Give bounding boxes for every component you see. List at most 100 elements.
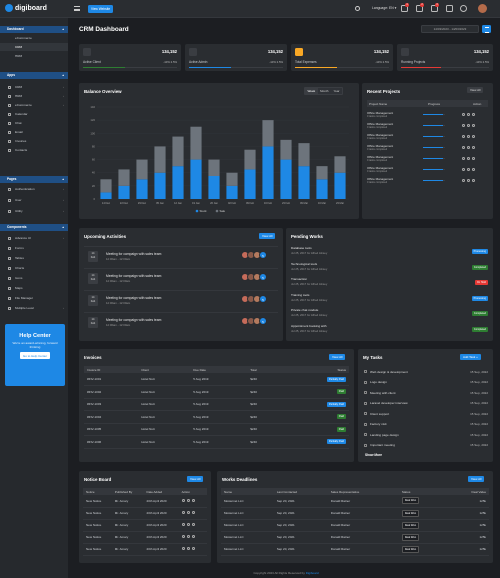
task-checkbox[interactable] [364,443,367,447]
bar-sale[interactable] [226,172,238,186]
table-row[interactable]: #INV-1001 Hotel Nutt 5 Aug 2019 $240 Partial… [84,373,349,386]
bar-stock[interactable] [226,185,238,199]
bar-stock[interactable] [208,176,220,199]
sidebar-item-contacts[interactable]: Contacts [0,146,68,154]
sidebar-item-crm[interactable]: CRM [0,43,68,51]
sidebar-item-chat[interactable]: Chat [0,119,68,127]
table-row[interactable]: New Notice Mr. Amary 20th April 2020 [83,507,207,520]
view-all-button[interactable]: View All [467,87,484,93]
settings-icon[interactable] [460,5,467,12]
bar-stock[interactable] [316,179,328,199]
table-row[interactable]: #INV-1006 Hotel Nutt 5 Aug 2019 $240 Partial… [84,435,349,449]
view-all-button[interactable]: View All [329,354,346,360]
table-row[interactable]: New Notice Mr. Amary 20th April 2020 [83,531,207,544]
bar-stock[interactable] [334,172,346,199]
fullscreen-icon[interactable] [446,5,453,12]
delete-icon[interactable] [472,168,475,171]
language-selector[interactable]: Language: EN ▾ [372,6,397,10]
sidebar-item-invoices[interactable]: Invoices [0,137,68,145]
sidebar-item-hrm-app[interactable]: HRM › [0,92,68,100]
task-checkbox[interactable] [364,370,367,373]
bar-stock[interactable] [262,146,274,199]
edit-icon[interactable] [467,113,470,116]
edit-icon[interactable] [186,535,190,538]
sidebar-item-calendar[interactable]: Calendar [0,110,68,118]
eye-icon[interactable] [462,179,465,182]
sidebar-item-hrm[interactable]: HRM [0,52,68,60]
delete-icon[interactable] [191,547,195,550]
bar-sale[interactable] [190,126,202,160]
cart-icon[interactable] [401,5,408,12]
delete-icon[interactable] [472,124,475,127]
sidebar-item-advance-ui[interactable]: Advance UI › [0,234,68,242]
table-row[interactable]: #INV-1005 Hotel Nutt 5 Aug 2019 $240 Paid [84,423,349,436]
bar-sale[interactable] [136,159,148,180]
show-more-link[interactable]: Show More [365,453,383,457]
task-checkbox[interactable] [364,391,367,394]
table-row[interactable]: Mosternet LLC Sep 20, 2021 Donald Ratner De… [221,531,489,544]
eye-icon[interactable] [181,535,185,538]
sidebar-item-authentication[interactable]: Authentication › [0,185,68,193]
edit-icon[interactable] [467,157,470,160]
bar-sale[interactable] [334,156,346,173]
footer-brand-link[interactable]: Digiboard [305,571,319,575]
delete-icon[interactable] [191,498,195,502]
add-task-button[interactable]: Add Task + [460,354,481,360]
delete-icon[interactable] [472,135,475,138]
sidebar-item-crm-app[interactable]: CRM › [0,83,68,91]
more-attendees-badge[interactable]: 5 [259,295,267,303]
sidebar-section-components[interactable]: Components ▴ [0,224,68,231]
sidebar-section-apps[interactable]: Apps ▴ [0,72,68,79]
sidebar-item-forms[interactable]: Forms [0,244,68,252]
table-row[interactable]: Mosternet LLC Sep 20, 2021 Donald Ratner De… [221,543,489,556]
bar-sale[interactable] [316,166,328,180]
search-icon[interactable] [355,6,360,11]
filter-button[interactable] [482,25,491,33]
table-row[interactable]: Mosternet LLC Sep 20, 2021 Donald Ratner De… [221,495,489,508]
tab-month[interactable]: Month [317,88,331,94]
sidebar-item-multiple-level[interactable]: Multiple Level › [0,304,68,312]
edit-icon[interactable] [467,135,470,138]
eye-icon[interactable] [462,168,465,171]
table-row[interactable]: #INV-1002 Hotel Nutt 5 Aug 2019 $240 Paid [84,385,349,399]
task-checkbox[interactable] [364,422,367,426]
date-range-picker[interactable]: 14/03/2023 - 14/03/2023 [421,25,479,33]
eye-icon[interactable] [462,135,465,138]
table-row[interactable]: New Notice Mr. Amary 20th April 2020 [83,543,207,556]
view-website-button[interactable]: View Website [88,5,114,13]
sidebar-item-ecommerce[interactable]: eCommerce [0,34,68,42]
message-icon[interactable] [431,5,438,12]
bell-icon[interactable] [416,5,423,12]
sidebar-item-maps[interactable]: Maps [0,284,68,292]
bar-sale[interactable] [244,149,256,170]
tab-week[interactable]: Week [305,88,318,94]
bar-stock[interactable] [280,159,292,199]
view-all-button[interactable]: View All [468,476,485,482]
table-row[interactable]: New Notice Mr. Amary 20th April 2020 [83,519,207,532]
bar-stock[interactable] [100,192,112,199]
bar-sale[interactable] [262,120,274,147]
eye-icon[interactable] [181,547,185,550]
bar-sale[interactable] [298,143,310,167]
sidebar-item-user[interactable]: User › [0,196,68,204]
eye-icon[interactable] [462,157,465,160]
bar-stock[interactable] [298,166,310,199]
edit-icon[interactable] [186,547,190,550]
bar-stock[interactable] [118,185,130,199]
bar-sale[interactable] [208,159,220,176]
eye-icon[interactable] [181,523,185,526]
edit-icon[interactable] [467,146,470,149]
sidebar-section-dashboard[interactable]: Dashboard ▴ [0,26,68,33]
task-checkbox[interactable] [364,433,367,436]
bar-stock[interactable] [136,179,148,199]
delete-icon[interactable] [472,113,475,116]
task-checkbox[interactable] [364,401,367,405]
delete-icon[interactable] [191,511,195,514]
view-all-button[interactable]: View All [187,476,204,482]
sidebar-item-tables[interactable]: Tables [0,254,68,262]
sidebar-item-ecommerce-app[interactable]: eCommerce › [0,101,68,109]
sidebar-item-charts[interactable]: Charts [0,264,68,272]
edit-icon[interactable] [467,179,470,182]
delete-icon[interactable] [191,535,195,538]
sidebar-section-pages[interactable]: Pages ▴ [0,176,68,183]
